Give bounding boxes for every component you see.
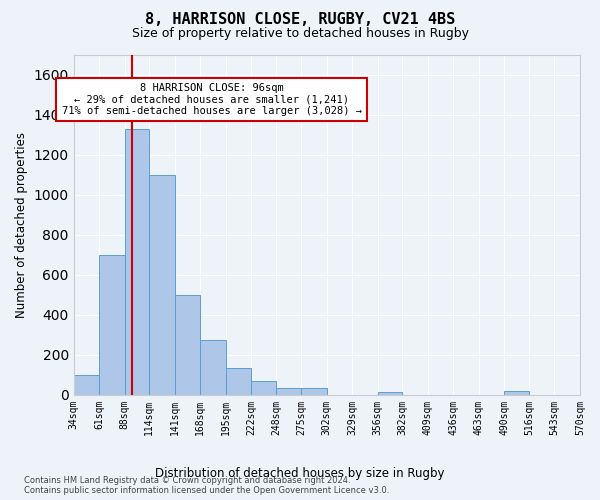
Text: Contains HM Land Registry data © Crown copyright and database right 2024.
Contai: Contains HM Land Registry data © Crown c… — [24, 476, 389, 495]
Text: Distribution of detached houses by size in Rugby: Distribution of detached houses by size … — [155, 468, 445, 480]
Bar — [175, 295, 200, 395]
Text: 8 HARRISON CLOSE: 96sqm
← 29% of detached houses are smaller (1,241)
71% of semi: 8 HARRISON CLOSE: 96sqm ← 29% of detache… — [62, 83, 362, 116]
Bar — [226, 368, 251, 395]
Bar — [149, 175, 175, 395]
Bar — [276, 388, 301, 395]
Bar — [251, 381, 276, 395]
Bar — [378, 392, 403, 395]
Bar — [99, 255, 125, 395]
Bar — [301, 388, 327, 395]
Bar — [505, 391, 529, 395]
Bar — [200, 340, 226, 395]
Y-axis label: Number of detached properties: Number of detached properties — [15, 132, 28, 318]
Bar — [125, 129, 149, 395]
Bar — [74, 375, 99, 395]
Text: Size of property relative to detached houses in Rugby: Size of property relative to detached ho… — [131, 28, 469, 40]
Text: 8, HARRISON CLOSE, RUGBY, CV21 4BS: 8, HARRISON CLOSE, RUGBY, CV21 4BS — [145, 12, 455, 28]
